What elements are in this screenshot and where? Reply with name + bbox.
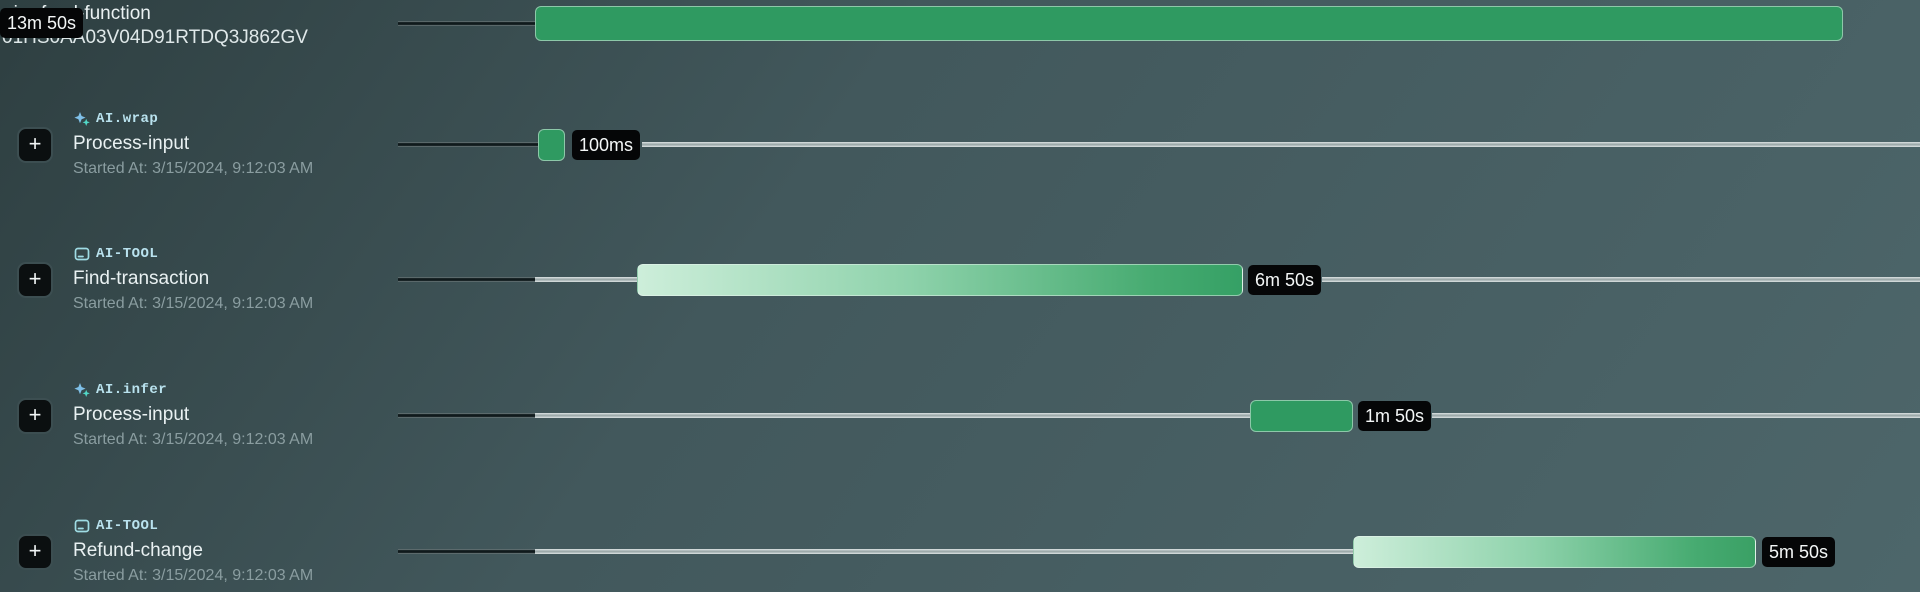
span-type: AI-TOOL: [74, 516, 158, 536]
span-row: + AI-TOOL Refund-change Started At: 3/15…: [0, 482, 1920, 592]
expand-button[interactable]: +: [17, 534, 53, 570]
tool-window-icon: [74, 518, 90, 534]
span-name: Refund-change: [73, 540, 203, 561]
duration-badge: 5m 50s: [1762, 537, 1836, 567]
track-line-dark: [398, 549, 535, 554]
track-line-after-label: [1322, 277, 1920, 282]
span-type-label: AI-TOOL: [96, 518, 159, 534]
span-type: AI.infer: [74, 380, 167, 400]
span-name: Process-input: [73, 404, 190, 425]
span-type: AI-TOOL: [74, 244, 158, 264]
expand-button[interactable]: +: [17, 262, 53, 298]
expand-button[interactable]: +: [17, 127, 53, 163]
started-at-timestamp: Started At: 3/15/2024, 9:12:03 AM: [73, 295, 314, 312]
started-at-timestamp: Started At: 3/15/2024, 9:12:03 AM: [73, 431, 314, 448]
track-line-after-label: [1432, 413, 1920, 418]
expand-button[interactable]: +: [17, 398, 53, 434]
track-line-dark: [398, 413, 535, 418]
track-line-dark: [398, 21, 535, 26]
span-bar[interactable]: [637, 264, 1243, 296]
span-row: + AI-TOOL Find-transaction Started At: 3…: [0, 210, 1920, 350]
sparkles-icon: [74, 111, 90, 127]
started-at-timestamp: Started At: 3/15/2024, 9:12:03 AM: [73, 567, 314, 584]
track-line-after-label: [642, 142, 1920, 147]
track-line-before-bar: [535, 413, 1250, 418]
sparkles-icon: [74, 382, 90, 398]
track-line-before-bar: [535, 549, 1353, 554]
root-span-row: ai-refund-function 01HS0AA03V04D91RTDQ3J…: [0, 0, 1920, 50]
root-span-bar[interactable]: [535, 6, 1843, 41]
span-row: + AI.wrap Process-input Started At: 3/15…: [0, 75, 1920, 215]
track-line-before-bar: [535, 277, 637, 282]
span-bar[interactable]: [1353, 536, 1756, 568]
span-bar[interactable]: [538, 129, 565, 161]
duration-badge: 6m 50s: [1248, 265, 1322, 295]
started-at-timestamp: Started At: 3/15/2024, 9:12:03 AM: [73, 160, 314, 177]
duration-badge: 1m 50s: [1358, 401, 1432, 431]
span-type: AI.wrap: [74, 109, 158, 129]
duration-badge: 13m 50s: [0, 8, 84, 38]
duration-badge: 100ms: [572, 130, 641, 160]
tool-window-icon: [74, 246, 90, 262]
track-line-dark: [398, 142, 538, 147]
track-line-dark: [398, 277, 535, 282]
span-bar[interactable]: [1250, 400, 1353, 432]
span-name: Find-transaction: [73, 268, 210, 289]
span-type-label: AI.infer: [96, 382, 168, 398]
span-row: + AI.infer Process-input Started At: 3/1…: [0, 346, 1920, 486]
span-type-label: AI.wrap: [96, 111, 159, 127]
span-name: Process-input: [73, 133, 190, 154]
span-type-label: AI-TOOL: [96, 246, 159, 262]
